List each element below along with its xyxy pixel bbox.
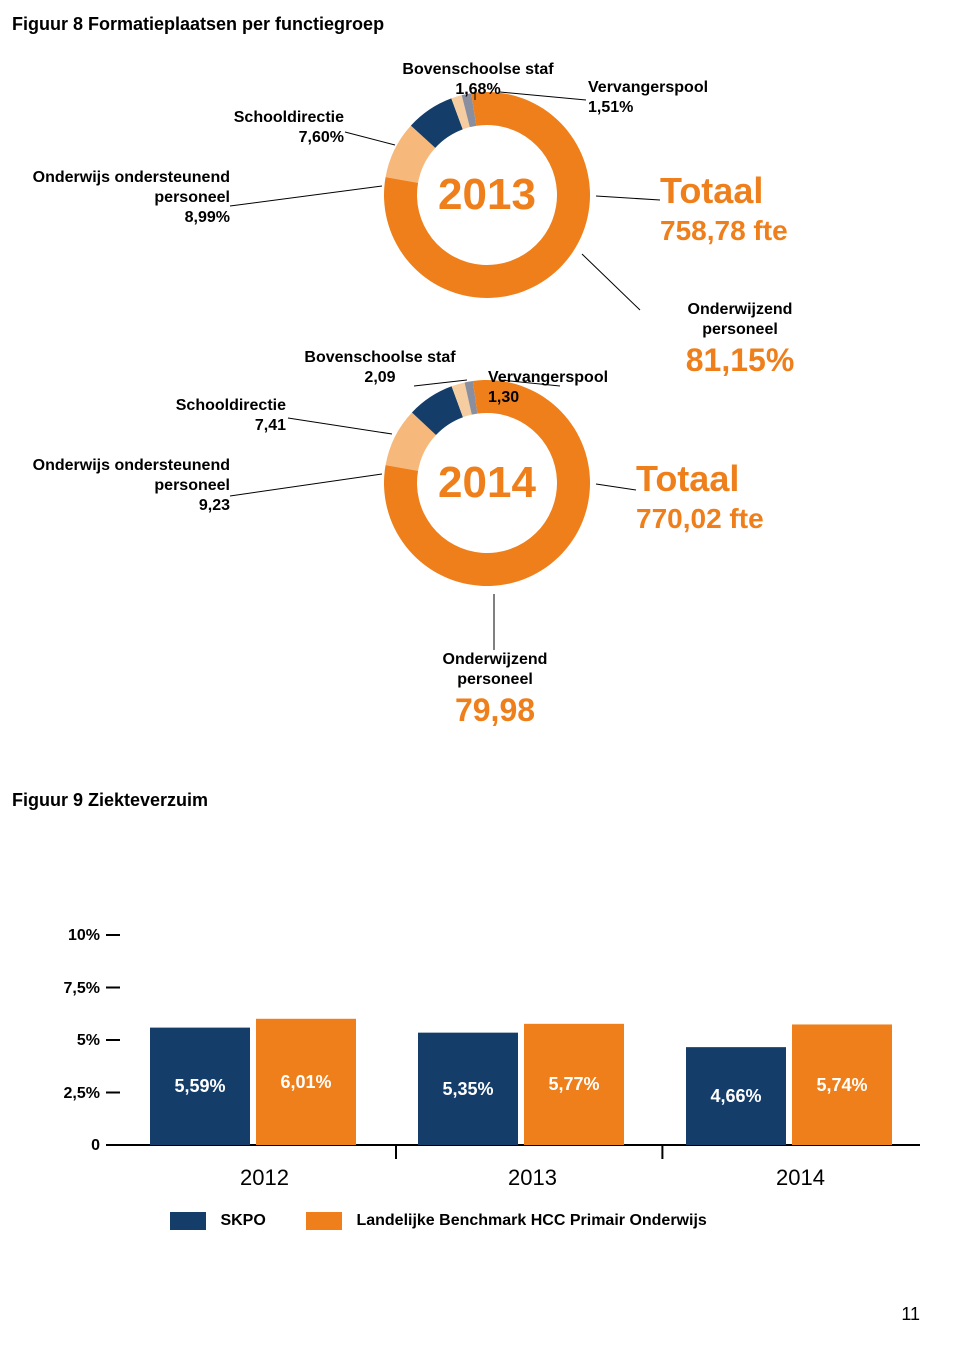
bar-value: 5,59% (150, 1076, 250, 1097)
year-1: 2013 (508, 1165, 557, 1191)
bar-value: 5,74% (792, 1075, 892, 1096)
ytick-3: 2,5% (50, 1085, 100, 1103)
legend-benchmark-text: Landelijke Benchmark HCC Primair Onderwi… (356, 1212, 706, 1230)
year-0: 2012 (240, 1165, 289, 1191)
swatch-skpo (170, 1212, 206, 1230)
bar-value: 5,35% (418, 1079, 518, 1100)
bar-value: 6,01% (256, 1072, 356, 1093)
bar-value: 4,66% (686, 1086, 786, 1107)
bar-value: 5,77% (524, 1074, 624, 1095)
ytick-0: 10% (50, 927, 100, 945)
swatch-benchmark (306, 1212, 342, 1230)
ytick-4: 0 (50, 1137, 100, 1155)
legend-benchmark: Landelijke Benchmark HCC Primair Onderwi… (306, 1212, 707, 1230)
page-number: 11 (901, 1304, 920, 1325)
ytick-2: 5% (50, 1032, 100, 1050)
fig9-barchart (0, 0, 960, 1260)
legend-skpo: SKPO (170, 1212, 266, 1230)
ytick-1: 7,5% (50, 980, 100, 998)
page: Figuur 8 Formatieplaatsen per functiegro… (0, 0, 960, 1347)
year-2: 2014 (776, 1165, 825, 1191)
legend-skpo-text: SKPO (220, 1212, 265, 1230)
